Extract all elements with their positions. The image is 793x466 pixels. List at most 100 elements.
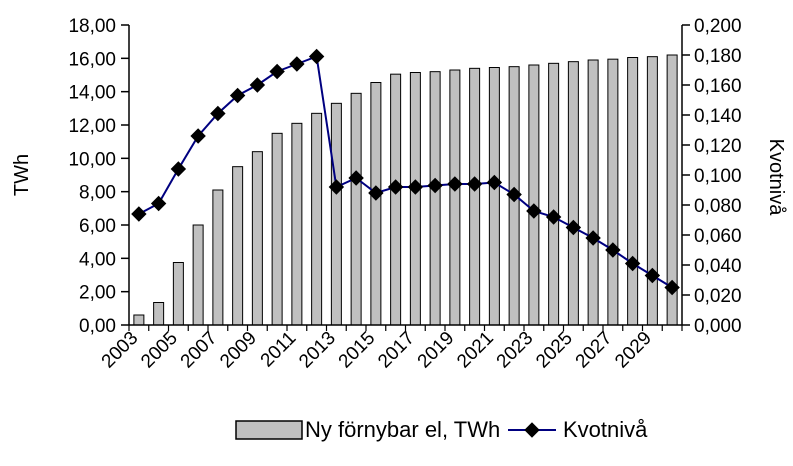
right-y-tick-label: 0,120 (694, 136, 742, 157)
line-point (229, 87, 246, 104)
bar (212, 189, 224, 326)
line-point (466, 176, 483, 192)
line-point (486, 174, 503, 191)
left-y-tick-label: 14,00 (68, 83, 116, 104)
bar (330, 102, 342, 326)
line-point (605, 242, 621, 258)
right-y-tick-label: 0,200 (694, 16, 742, 37)
bar (548, 62, 560, 326)
x-tick-label: 2021 (453, 328, 498, 373)
legend: Ny förnybar el, TWh Kvotnivå (235, 417, 648, 442)
line-point (289, 56, 305, 72)
bar (311, 112, 323, 326)
left-y-tick-label: 12,00 (68, 116, 116, 137)
line-point (170, 161, 187, 177)
line-point (565, 219, 582, 236)
left-y-tick-label: 10,00 (68, 149, 116, 170)
x-tick-label: 2011 (257, 328, 301, 372)
bar (350, 92, 362, 326)
legend-line-label: Kvotnivå (563, 417, 648, 442)
x-tick-label: 2019 (414, 328, 459, 373)
right-y-tick-label: 0,140 (694, 106, 742, 127)
bar (172, 262, 184, 326)
left-y-tick-label: 8,00 (79, 183, 116, 204)
right-y-tick-label: 0,020 (694, 286, 742, 307)
legend-line-marker (524, 422, 540, 438)
bar (271, 132, 283, 326)
bar (409, 72, 421, 326)
bar (488, 67, 500, 326)
line-point (387, 179, 404, 195)
bar (567, 61, 579, 326)
line-point (131, 206, 147, 222)
line-point (585, 230, 601, 246)
right-y-tick-label: 0,080 (694, 196, 742, 217)
line-point (308, 48, 325, 65)
x-tick-label: 2009 (216, 328, 261, 373)
axes (128, 25, 683, 326)
line-point (348, 170, 364, 186)
legend-bar-swatch (235, 420, 303, 440)
x-tick-label: 2013 (295, 328, 340, 373)
x-tick-label: 2029 (611, 328, 656, 373)
right-y-tick-label: 0,180 (694, 46, 742, 67)
x-tick-label: 2023 (493, 328, 538, 373)
line-point (506, 186, 522, 203)
bar (528, 64, 540, 326)
line-point (526, 203, 542, 219)
line-point (427, 177, 443, 194)
x-tick-label: 2005 (137, 328, 182, 373)
x-ticks: 2003200520072009201120132015201720192021… (98, 325, 683, 373)
left-axis-title: TWh (11, 154, 33, 196)
left-y-tick-label: 4,00 (79, 249, 116, 270)
line-point (249, 77, 266, 93)
bar (192, 224, 204, 326)
left-y-tick-label: 0,00 (79, 316, 116, 337)
line-point (328, 179, 345, 195)
bar (429, 71, 441, 326)
line-point (545, 209, 562, 225)
line-point (368, 185, 384, 201)
right-y-tick-label: 0,160 (694, 76, 742, 97)
line-point (190, 128, 206, 144)
bar (469, 67, 481, 326)
line-point (447, 176, 463, 192)
left-y-tick-label: 18,00 (68, 16, 116, 37)
left-y-ticks: 0,00 2,00 4,00 6,00 8,00 10,00 12,00 14,00 16,00… (68, 16, 129, 337)
bar (291, 122, 303, 326)
legend-bar-label: Ny förnybar el, TWh (305, 417, 500, 442)
bar (627, 57, 639, 326)
x-tick-label: 2007 (177, 328, 222, 373)
bar-series (133, 54, 678, 326)
bar (251, 151, 263, 326)
right-y-ticks: 0,000 0,020 0,040 0,060 0,080 0,100 0,120 0,140… (682, 16, 742, 337)
right-axis-title: Kvotnivå (765, 139, 787, 217)
line-series (131, 48, 680, 296)
left-y-tick-label: 6,00 (79, 216, 116, 237)
right-y-tick-label: 0,000 (694, 316, 742, 337)
right-y-tick-label: 0,100 (694, 166, 742, 187)
right-y-tick-label: 0,060 (694, 226, 742, 247)
bar (153, 302, 165, 326)
left-y-tick-label: 2,00 (79, 283, 116, 304)
kvotniva-line (138, 55, 673, 289)
x-tick-label: 2017 (374, 328, 419, 373)
bar (390, 73, 402, 326)
bar (232, 166, 244, 326)
bar (607, 58, 619, 326)
line-point (150, 195, 167, 212)
bar (646, 56, 658, 326)
line-point (644, 267, 661, 284)
bar (370, 82, 382, 326)
left-y-tick-label: 16,00 (68, 49, 116, 70)
right-y-tick-label: 0,040 (694, 256, 742, 277)
line-point (624, 255, 641, 272)
x-tick-label: 2015 (335, 328, 380, 373)
bar (587, 59, 599, 326)
bar (133, 314, 145, 326)
line-point (664, 279, 680, 296)
line-point (407, 179, 424, 195)
bar (449, 69, 461, 326)
line-point (210, 105, 226, 122)
